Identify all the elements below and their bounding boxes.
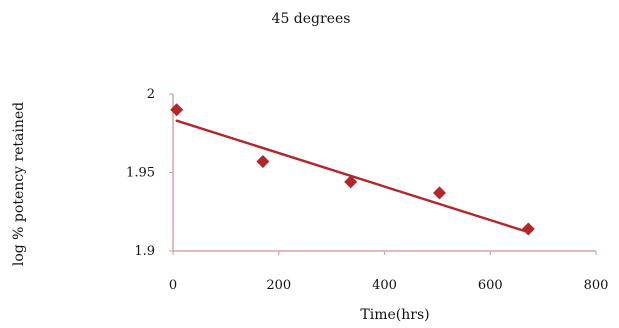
x-tick-label: 0 — [169, 278, 177, 293]
data-point — [344, 175, 358, 189]
trendline — [175, 119, 530, 234]
points-layer — [170, 103, 535, 236]
y-tick-label: 1.9 — [134, 244, 155, 259]
x-tick-label: 800 — [584, 278, 609, 293]
chart-title: 45 degrees — [272, 11, 351, 27]
data-point — [521, 222, 535, 236]
x-tick-label: 600 — [478, 278, 503, 293]
data-point — [256, 155, 270, 169]
x-axis-label: Time(hrs) — [360, 307, 429, 323]
x-tick-label: 400 — [372, 278, 397, 293]
x-tick-label: 200 — [266, 278, 291, 293]
data-point — [170, 103, 184, 117]
y-tick-label: 2 — [147, 87, 155, 102]
trendline-layer — [175, 119, 530, 234]
y-axis-label: log % potency retained — [11, 102, 27, 266]
x-axis-ticks: 0 200 400 600 800 — [169, 251, 609, 293]
data-point — [432, 186, 446, 200]
y-axis-ticks: 1.9 1.95 2 — [126, 87, 173, 259]
y-tick-label: 1.95 — [126, 166, 155, 181]
